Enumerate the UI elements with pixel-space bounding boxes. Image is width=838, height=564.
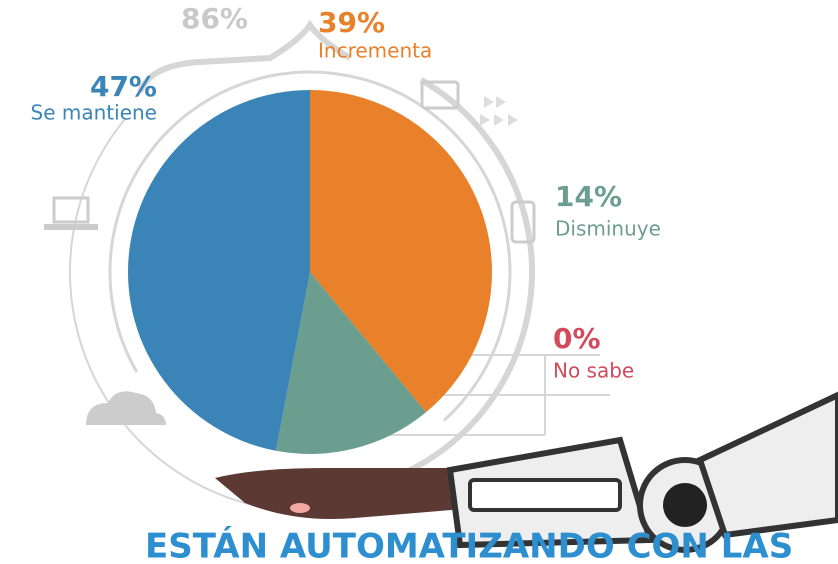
chart: 86% ESTÁN AUTOMATIZANDO CON LAS 39%Incre…	[0, 0, 838, 564]
value-label: 47%	[90, 70, 157, 103]
category-label: No sabe	[553, 359, 634, 383]
category-label: Incrementa	[318, 39, 432, 63]
annotation: 86%	[181, 2, 248, 35]
category-label: Disminuye	[555, 217, 661, 241]
value-label: 39%	[318, 6, 385, 39]
value-label: 14%	[555, 180, 622, 213]
footer-text: ESTÁN AUTOMATIZANDO CON LAS	[145, 526, 793, 564]
category-label: Se mantiene	[31, 101, 157, 125]
value-label: 0%	[553, 322, 601, 355]
